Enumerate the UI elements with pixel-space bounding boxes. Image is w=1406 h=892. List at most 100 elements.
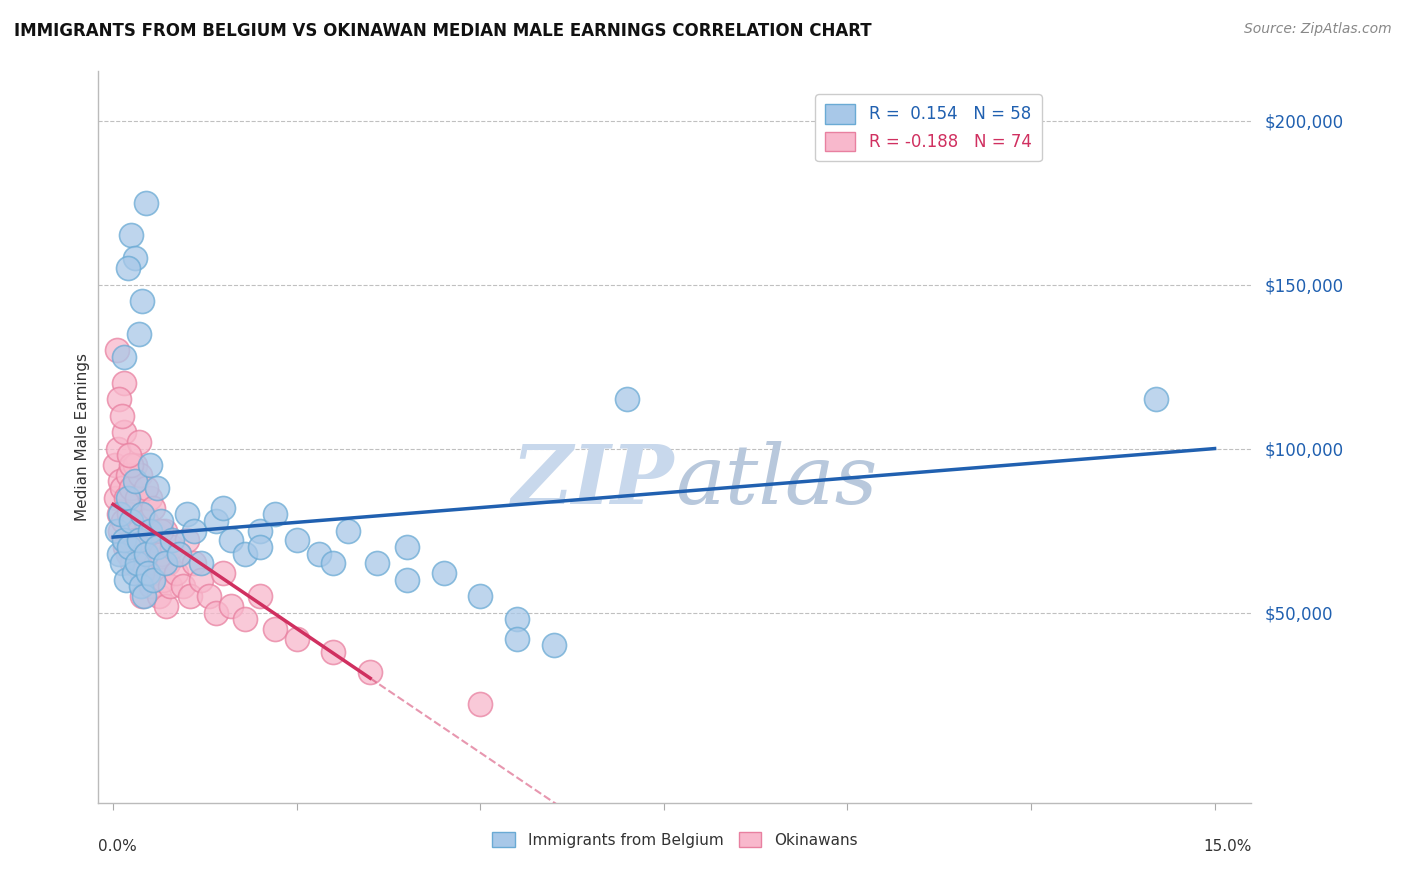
Point — [131, 293, 153, 308]
Point — [1144, 392, 1167, 407]
Point — [543, 638, 565, 652]
Point — [249, 589, 271, 603]
Point — [135, 195, 157, 210]
Point — [212, 566, 235, 581]
Point — [111, 409, 134, 423]
Point — [183, 524, 205, 538]
Point — [124, 475, 146, 489]
Point — [110, 507, 132, 521]
Point — [470, 589, 492, 603]
Point — [131, 507, 153, 521]
Point — [128, 467, 150, 482]
Point — [337, 524, 360, 538]
Point — [108, 507, 131, 521]
Point — [132, 589, 155, 603]
Point — [160, 533, 183, 548]
Point — [176, 507, 198, 521]
Point — [249, 524, 271, 538]
Point — [322, 645, 344, 659]
Point — [205, 606, 228, 620]
Point — [117, 261, 139, 276]
Point — [167, 547, 190, 561]
Point — [121, 557, 143, 571]
Point — [115, 573, 138, 587]
Point — [212, 500, 235, 515]
Point — [183, 557, 205, 571]
Point — [108, 547, 131, 561]
Point — [117, 467, 139, 482]
Point — [285, 632, 308, 646]
Point — [219, 599, 242, 613]
Point — [139, 458, 162, 472]
Point — [122, 514, 145, 528]
Point — [122, 566, 145, 581]
Point — [506, 612, 529, 626]
Point — [142, 573, 165, 587]
Point — [142, 500, 165, 515]
Point — [108, 392, 131, 407]
Point — [145, 557, 167, 571]
Point — [138, 566, 160, 581]
Point — [165, 566, 187, 581]
Point — [149, 547, 172, 561]
Point — [190, 557, 212, 571]
Point — [115, 491, 138, 505]
Point — [155, 599, 177, 613]
Text: 0.0%: 0.0% — [98, 839, 138, 855]
Point — [167, 547, 190, 561]
Point — [146, 481, 169, 495]
Point — [112, 376, 135, 390]
Point — [249, 540, 271, 554]
Point — [118, 540, 141, 554]
Point — [128, 524, 150, 538]
Point — [142, 524, 165, 538]
Point — [159, 579, 181, 593]
Point — [153, 557, 176, 571]
Point — [132, 533, 155, 548]
Point — [470, 698, 492, 712]
Point — [135, 547, 157, 561]
Point — [124, 533, 146, 548]
Point — [105, 343, 128, 358]
Point — [205, 514, 228, 528]
Point — [285, 533, 308, 548]
Point — [172, 579, 194, 593]
Point — [160, 540, 183, 554]
Point — [124, 458, 146, 472]
Point — [125, 491, 148, 505]
Point — [157, 557, 180, 571]
Point — [105, 491, 128, 505]
Point — [135, 514, 157, 528]
Point — [152, 573, 174, 587]
Point — [359, 665, 381, 679]
Point — [176, 533, 198, 548]
Point — [128, 326, 150, 341]
Point — [153, 524, 176, 538]
Point — [129, 557, 152, 571]
Point — [233, 612, 256, 626]
Point — [146, 533, 169, 548]
Point — [128, 533, 150, 548]
Point — [149, 524, 172, 538]
Point — [112, 533, 135, 548]
Point — [322, 557, 344, 571]
Point — [121, 458, 143, 472]
Point — [308, 547, 330, 561]
Point — [395, 573, 418, 587]
Point — [124, 533, 146, 548]
Legend: Immigrants from Belgium, Okinawans: Immigrants from Belgium, Okinawans — [486, 825, 863, 854]
Point — [395, 540, 418, 554]
Point — [190, 573, 212, 587]
Point — [263, 622, 285, 636]
Point — [432, 566, 454, 581]
Point — [139, 524, 162, 538]
Point — [110, 475, 132, 489]
Point — [117, 491, 139, 505]
Point — [127, 547, 149, 561]
Point — [149, 514, 172, 528]
Point — [118, 507, 141, 521]
Point — [121, 481, 143, 495]
Point — [125, 557, 148, 571]
Point — [118, 448, 141, 462]
Point — [141, 579, 163, 593]
